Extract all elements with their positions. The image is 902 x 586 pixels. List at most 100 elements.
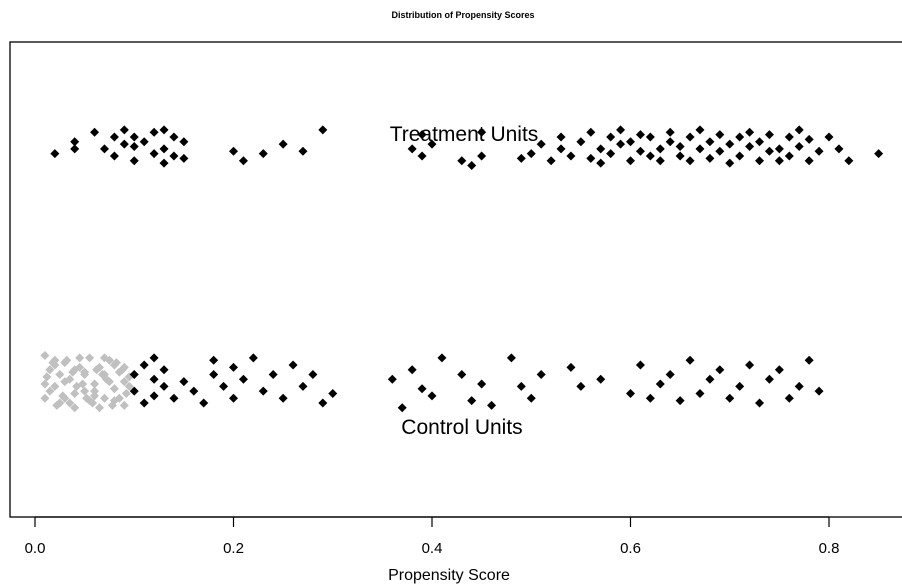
data-point [566, 151, 576, 161]
treatment-points [50, 125, 884, 170]
data-point [129, 142, 139, 151]
treatment-units-label: Treatment Units [390, 123, 539, 146]
data-point [70, 137, 80, 147]
data-point [407, 365, 417, 375]
data-point [725, 393, 735, 403]
data-point [645, 151, 655, 161]
data-point [655, 379, 665, 389]
data-point [119, 125, 129, 135]
data-point [109, 360, 119, 370]
data-point [715, 365, 725, 375]
data-point [42, 372, 52, 382]
data-point [725, 158, 735, 168]
data-point [695, 389, 705, 398]
data-point [45, 365, 55, 375]
data-point [149, 374, 159, 384]
data-point [298, 146, 308, 156]
data-point [99, 144, 109, 154]
data-point [735, 151, 745, 161]
data-point [784, 132, 794, 142]
data-point [80, 386, 90, 396]
data-point [55, 370, 65, 379]
data-point [764, 374, 774, 384]
data-point [92, 365, 102, 375]
data-point [576, 381, 586, 391]
data-point [90, 127, 100, 137]
data-point [95, 403, 105, 413]
data-point [62, 355, 72, 365]
data-point [804, 134, 814, 144]
data-point [427, 391, 437, 401]
data-point [159, 125, 169, 135]
data-point [109, 132, 119, 142]
data-point [576, 137, 586, 147]
data-point [50, 149, 60, 159]
data-point [824, 132, 834, 142]
data-point [745, 142, 755, 151]
data-point [159, 158, 169, 168]
data-point [52, 400, 62, 410]
data-point [626, 389, 635, 398]
data-point [60, 377, 70, 387]
data-point [219, 381, 229, 391]
data-point [675, 142, 685, 151]
data-point [397, 403, 407, 413]
data-point [675, 151, 685, 161]
data-point [229, 146, 238, 156]
data-point [526, 393, 536, 403]
data-point [745, 360, 755, 370]
data-point [258, 149, 268, 159]
data-point [645, 132, 655, 142]
data-point [626, 156, 635, 166]
data-point [179, 377, 189, 387]
data-point [477, 127, 487, 137]
points-layer [40, 125, 884, 413]
x-axis: 0.0 0.2 0.4 0.6 0.8 [25, 516, 840, 557]
data-point [457, 370, 467, 379]
data-point [556, 132, 566, 142]
data-point [50, 381, 60, 391]
data-point [467, 396, 477, 406]
data-point [804, 355, 814, 365]
x-tick-label: 0.2 [223, 540, 244, 557]
data-point [774, 365, 784, 375]
data-point [556, 144, 566, 154]
data-point [874, 149, 884, 159]
data-point [685, 156, 695, 166]
data-point [586, 127, 596, 137]
data-point [109, 151, 119, 161]
data-point [834, 144, 844, 154]
data-point [99, 353, 109, 363]
data-point [88, 398, 98, 408]
data-point [516, 381, 526, 391]
data-point [755, 137, 765, 147]
data-point [387, 374, 397, 384]
data-point [695, 125, 705, 135]
data-point [596, 158, 606, 168]
data-point [784, 393, 794, 403]
data-point [124, 381, 134, 391]
data-point [784, 151, 794, 161]
x-tick-label: 0.4 [422, 540, 443, 557]
control-unmatched-points [40, 351, 139, 413]
data-point [268, 370, 278, 379]
data-point [169, 132, 179, 142]
data-point [40, 379, 50, 389]
data-point [169, 393, 179, 403]
data-point [159, 381, 169, 391]
data-point [238, 374, 248, 384]
data-point [536, 370, 546, 379]
data-point [655, 156, 665, 166]
data-point [90, 379, 100, 389]
data-point [129, 370, 139, 379]
data-point [40, 393, 50, 403]
data-point [665, 370, 675, 379]
x-tick-label: 0.8 [819, 540, 840, 557]
data-point [675, 396, 685, 406]
data-point [764, 146, 774, 156]
data-point [715, 130, 725, 140]
data-point [635, 146, 645, 156]
data-point [149, 127, 159, 137]
data-point [179, 153, 189, 163]
